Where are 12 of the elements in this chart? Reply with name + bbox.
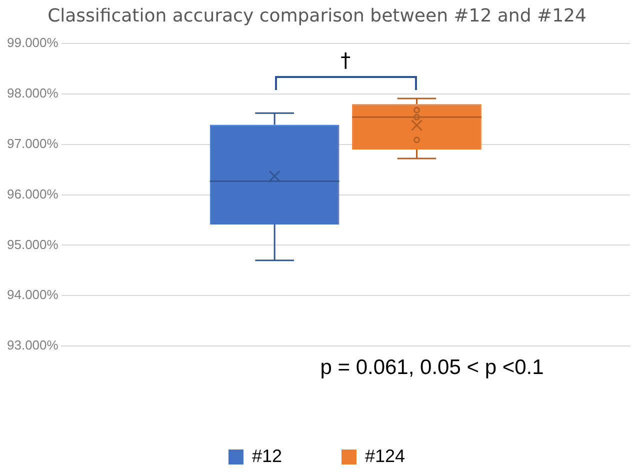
y-tick-label: 95.000% [6,236,59,252]
y-tick-label: 93.000% [6,338,59,353]
y-tick-label: 97.000% [6,136,59,151]
y-tick-label: 98.000% [6,86,59,101]
y-tick-label: 96.000% [6,186,59,202]
y-tick-label: 99.000% [6,35,59,50]
y-tick-label: 94.000% [6,287,59,302]
legend-label: #124 [364,446,406,466]
chart-title: Classification accuracy comparison between #12 and #124 [48,5,586,26]
legend-label: #12 [252,446,282,466]
text: p = 0.061, 0.05 < p <0.1 [320,356,544,379]
annotation: † [340,48,351,72]
